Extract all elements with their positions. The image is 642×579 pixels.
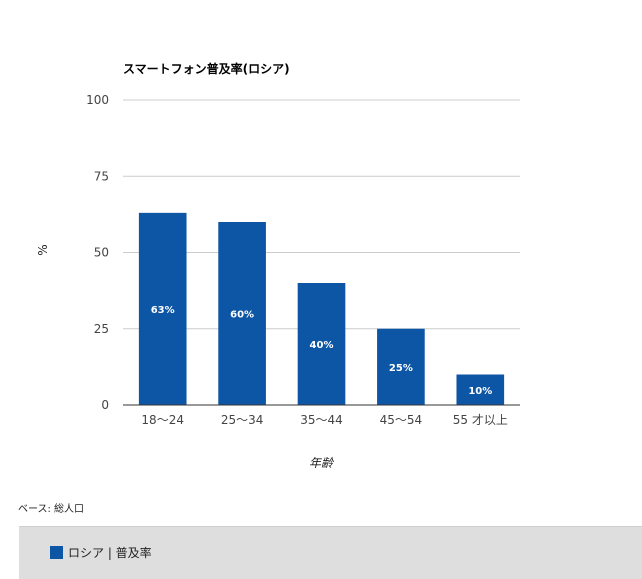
bars: 63% 60% 40% 25% 10%: [138, 212, 505, 406]
x-tick-label: 25〜34: [221, 413, 264, 427]
x-tick-labels: 18〜24 25〜34 35〜44 45〜54 55 才以上: [141, 413, 507, 427]
bar-data-label: 63%: [151, 305, 175, 316]
legend-swatch: [50, 546, 63, 559]
bar[interactable]: [218, 222, 266, 405]
x-axis-label: 年齢: [309, 456, 335, 470]
x-tick-label: 18〜24: [141, 413, 184, 427]
chart-canvas: スマートフォン普及率(ロシア) % 年齢 0 25 50 75 100 63% 60% 40…: [36, 61, 520, 470]
bar-data-label: 10%: [468, 386, 492, 397]
y-tick-labels: 0 25 50 75 100: [86, 93, 109, 412]
bar[interactable]: [377, 328, 425, 405]
bar-data-label: 60%: [230, 310, 254, 321]
bar-data-label: 25%: [389, 363, 413, 374]
base-note: ベース: 総人口: [18, 504, 85, 515]
y-tick-label: 25: [94, 322, 109, 336]
y-tick-label: 75: [94, 169, 109, 183]
x-tick-label: 45〜54: [380, 413, 423, 427]
y-tick-label: 100: [86, 93, 109, 107]
legend-label: ロシア | 普及率: [68, 546, 152, 560]
chart-title: スマートフォン普及率(ロシア): [123, 61, 290, 76]
bar[interactable]: [456, 374, 505, 406]
y-tick-label: 50: [94, 246, 109, 260]
x-tick-label: 55 才以上: [453, 413, 508, 427]
legend: ロシア | 普及率: [19, 526, 642, 579]
y-tick-label: 0: [101, 398, 109, 412]
x-tick-label: 35〜44: [300, 413, 343, 427]
y-axis-label: %: [36, 244, 50, 255]
bar-data-label: 40%: [310, 340, 334, 351]
legend-item[interactable]: ロシア | 普及率: [50, 544, 152, 561]
bar[interactable]: [138, 212, 187, 405]
bar[interactable]: [297, 283, 346, 405]
